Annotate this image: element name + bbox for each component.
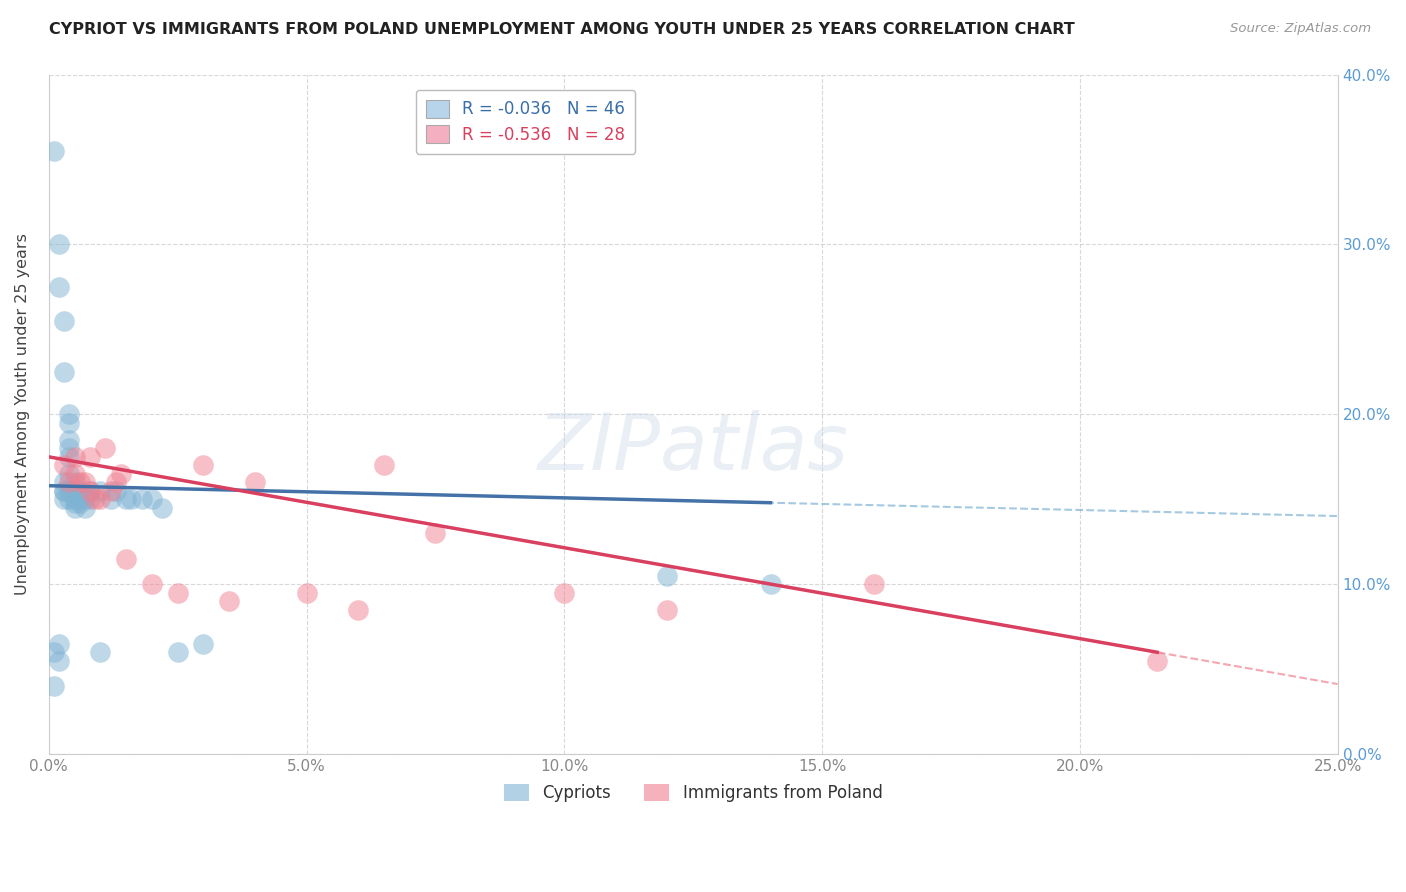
Point: [193, 458, 215, 473]
Point: [79, 483, 101, 498]
Point: [1146, 654, 1168, 668]
Point: [79, 483, 101, 498]
Point: [150, 500, 173, 515]
Point: [89, 645, 111, 659]
Point: [58, 408, 80, 422]
Point: [53, 483, 76, 498]
Text: CYPRIOT VS IMMIGRANTS FROM POLAND UNEMPLOYMENT AMONG YOUTH UNDER 25 YEARS CORREL: CYPRIOT VS IMMIGRANTS FROM POLAND UNEMPL…: [49, 22, 1076, 37]
Point: [42, 645, 65, 659]
Point: [115, 551, 138, 566]
Point: [63, 467, 86, 481]
Point: [166, 586, 188, 600]
Point: [58, 467, 80, 481]
Point: [295, 586, 318, 600]
Point: [166, 645, 188, 659]
Point: [58, 433, 80, 447]
Point: [115, 492, 138, 507]
Point: [347, 603, 370, 617]
Point: [58, 442, 80, 456]
Point: [94, 442, 117, 456]
Legend: Cypriots, Immigrants from Poland: Cypriots, Immigrants from Poland: [492, 772, 894, 814]
Point: [73, 500, 96, 515]
Point: [63, 500, 86, 515]
Point: [759, 577, 782, 591]
Point: [120, 492, 142, 507]
Point: [73, 475, 96, 490]
Point: [243, 475, 266, 490]
Point: [58, 492, 80, 507]
Point: [862, 577, 884, 591]
Point: [79, 492, 101, 507]
Point: [89, 483, 111, 498]
Text: ZIPatlas: ZIPatlas: [537, 410, 849, 486]
Point: [73, 492, 96, 507]
Point: [100, 483, 122, 498]
Point: [63, 492, 86, 507]
Point: [48, 237, 70, 252]
Point: [58, 450, 80, 464]
Y-axis label: Unemployment Among Youth under 25 years: Unemployment Among Youth under 25 years: [15, 234, 30, 595]
Point: [53, 365, 76, 379]
Point: [53, 475, 76, 490]
Point: [218, 594, 240, 608]
Point: [58, 416, 80, 430]
Point: [141, 492, 163, 507]
Point: [104, 483, 127, 498]
Point: [89, 492, 111, 507]
Point: [53, 483, 76, 498]
Point: [553, 586, 575, 600]
Point: [193, 637, 215, 651]
Point: [63, 450, 86, 464]
Point: [69, 492, 91, 507]
Point: [69, 496, 91, 510]
Point: [48, 280, 70, 294]
Point: [63, 475, 86, 490]
Point: [53, 458, 76, 473]
Point: [79, 450, 101, 464]
Point: [48, 654, 70, 668]
Point: [42, 144, 65, 158]
Point: [42, 679, 65, 693]
Point: [69, 475, 91, 490]
Point: [53, 314, 76, 328]
Point: [110, 467, 132, 481]
Point: [657, 569, 679, 583]
Point: [58, 475, 80, 490]
Point: [657, 603, 679, 617]
Point: [141, 577, 163, 591]
Point: [425, 526, 447, 541]
Point: [100, 492, 122, 507]
Text: Source: ZipAtlas.com: Source: ZipAtlas.com: [1230, 22, 1371, 36]
Point: [63, 496, 86, 510]
Point: [63, 483, 86, 498]
Point: [58, 483, 80, 498]
Point: [104, 475, 127, 490]
Point: [69, 483, 91, 498]
Point: [53, 492, 76, 507]
Point: [84, 492, 107, 507]
Point: [373, 458, 395, 473]
Point: [131, 492, 153, 507]
Point: [48, 637, 70, 651]
